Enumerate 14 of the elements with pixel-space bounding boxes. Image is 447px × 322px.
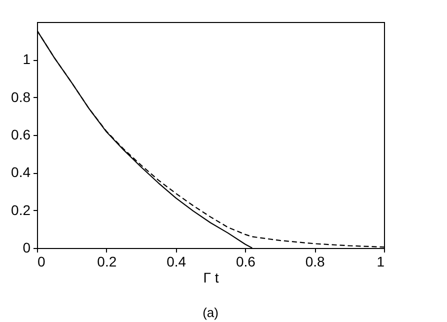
y-tick-label: 0.2 bbox=[11, 202, 31, 218]
y-tick-label: 0.6 bbox=[11, 126, 31, 142]
y-tick-label: 0.8 bbox=[11, 88, 31, 105]
x-tick-label: 0.6 bbox=[236, 254, 256, 270]
y-tick-label: 0 bbox=[22, 240, 31, 256]
x-tick-label: 0.8 bbox=[305, 254, 326, 270]
y-tick-label: 0.4 bbox=[11, 164, 31, 180]
x-tick-label: 1 bbox=[376, 254, 385, 270]
text: (a) bbox=[202, 305, 218, 320]
y-tick-label: 1 bbox=[22, 51, 31, 68]
x-tick-label: 0.4 bbox=[166, 254, 186, 270]
x-tick-label: 0 bbox=[38, 254, 46, 270]
x-axis-title: Γ t bbox=[203, 270, 219, 286]
x-tick-label: 0.2 bbox=[97, 254, 117, 270]
